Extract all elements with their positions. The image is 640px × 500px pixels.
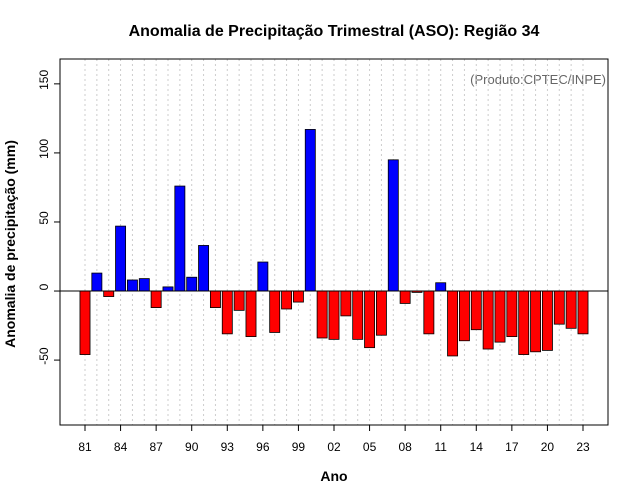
x-tick-label: 05 — [363, 440, 377, 454]
y-tick-label: 100 — [37, 139, 51, 159]
bar-2002 — [328, 290, 340, 340]
bar-1991 — [198, 245, 210, 292]
x-tick-label: 11 — [434, 440, 447, 454]
x-axis: 81 84 87 90 93 96 99 02 05 08 11 14 17 20 23 — [78, 425, 590, 454]
bar-2006 — [375, 290, 387, 336]
y-tick-label: 0 — [37, 283, 51, 290]
x-axis-title: Ano — [320, 468, 347, 484]
bar-2015 — [482, 290, 494, 350]
bar-1994 — [233, 290, 245, 311]
y-axis: -50 0 50 100 150 — [37, 70, 60, 365]
x-tick-label: 87 — [149, 440, 163, 454]
bar-1990 — [186, 276, 198, 292]
bar-1999 — [292, 290, 304, 303]
vertical-gridlines — [84, 59, 584, 425]
x-tick-label: 17 — [505, 440, 519, 454]
bar-1993 — [221, 290, 233, 335]
bar-2017 — [506, 290, 518, 338]
x-tick-label: 93 — [221, 440, 235, 454]
x-tick-label: 20 — [541, 440, 555, 454]
bar-2005 — [364, 290, 376, 349]
bar-1988 — [162, 286, 174, 292]
bar-2003 — [340, 290, 352, 317]
bar-2016 — [494, 290, 506, 343]
bar-series — [79, 129, 589, 357]
bar-2013 — [458, 290, 470, 342]
bar-1982 — [91, 272, 103, 292]
bar-2010 — [423, 290, 435, 335]
bar-2004 — [352, 290, 364, 340]
bar-1998 — [281, 290, 293, 310]
x-tick-label: 23 — [576, 440, 590, 454]
x-tick-label: 96 — [256, 440, 270, 454]
bar-1986 — [138, 278, 150, 292]
bar-1995 — [245, 290, 257, 338]
bar-2018 — [518, 290, 530, 355]
bar-1987 — [150, 290, 162, 309]
x-tick-label: 81 — [78, 440, 92, 454]
y-axis-title: Anomalia de precipitação (mm) — [2, 140, 18, 348]
bar-2021 — [553, 290, 565, 325]
bar-2020 — [541, 290, 553, 351]
bar-1981 — [79, 290, 91, 355]
bar-2012 — [447, 290, 459, 357]
bar-1997 — [269, 290, 281, 333]
bar-1983 — [103, 290, 115, 297]
y-tick-label: -50 — [37, 347, 51, 365]
y-tick-label: 150 — [37, 70, 51, 90]
bar-2007 — [387, 159, 399, 292]
x-tick-label: 08 — [398, 440, 412, 454]
bar-1985 — [126, 279, 138, 292]
bar-1989 — [174, 185, 186, 292]
bar-2008 — [399, 290, 411, 304]
product-annotation: (Produto:CPTEC/INPE) — [470, 72, 606, 87]
y-tick-label: 50 — [37, 211, 51, 225]
chart-title: Anomalia de Precipitação Trimestral (ASO… — [129, 23, 540, 40]
x-tick-label: 99 — [292, 440, 306, 454]
bar-2023 — [577, 290, 589, 335]
bar-1996 — [257, 261, 269, 292]
bar-2011 — [435, 282, 447, 292]
bar-2001 — [316, 290, 328, 339]
bar-2019 — [530, 290, 542, 353]
bar-1984 — [115, 225, 127, 292]
x-tick-label: 84 — [114, 440, 128, 454]
x-tick-label: 14 — [470, 440, 484, 454]
bar-2014 — [470, 290, 482, 331]
bar-2022 — [565, 290, 577, 329]
bar-1992 — [209, 290, 221, 309]
bar-2000 — [304, 129, 316, 292]
x-tick-label: 02 — [327, 440, 341, 454]
x-tick-label: 90 — [185, 440, 199, 454]
